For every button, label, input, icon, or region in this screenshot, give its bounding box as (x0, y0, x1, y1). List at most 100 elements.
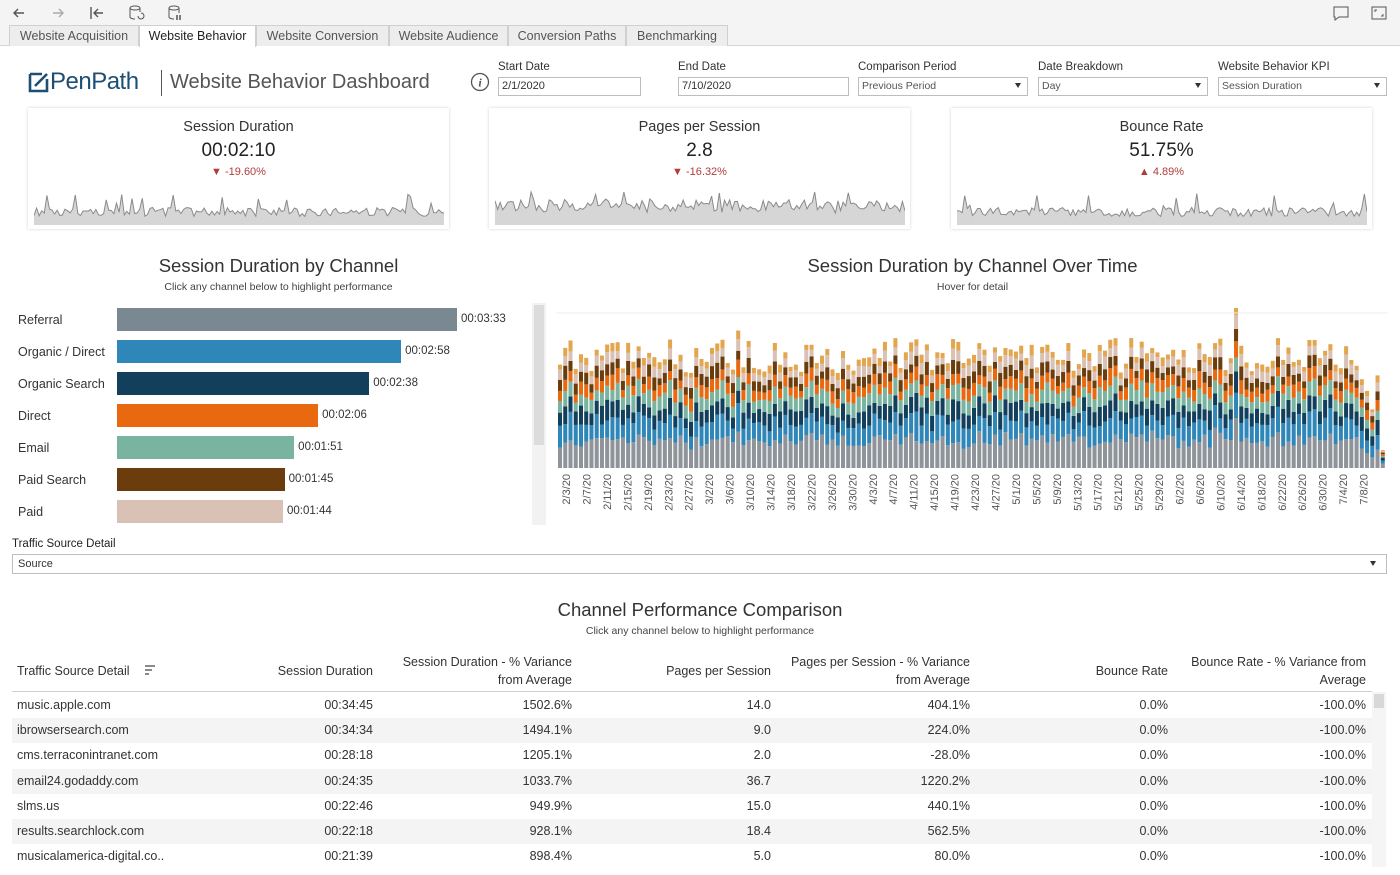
table-row[interactable]: email24.godaddy.com 00:24:35 1033.7% 36.7 12… (12, 768, 1372, 794)
time-bar[interactable] (1328, 344, 1333, 468)
time-bar[interactable] (814, 362, 819, 468)
time-bar[interactable] (568, 340, 573, 469)
time-bar[interactable] (856, 359, 861, 468)
time-bar[interactable] (704, 361, 709, 468)
time-bar[interactable] (972, 354, 977, 468)
time-bar[interactable] (1103, 350, 1108, 468)
time-bar[interactable] (1076, 364, 1081, 468)
time-bar[interactable] (683, 372, 688, 468)
time-bar[interactable] (1349, 360, 1354, 468)
bar-label[interactable]: Referral (18, 313, 63, 327)
time-bar[interactable] (1139, 341, 1144, 468)
time-bar[interactable] (1333, 364, 1338, 468)
time-bar[interactable] (584, 357, 589, 468)
time-bar[interactable] (1370, 409, 1375, 468)
time-bar[interactable] (903, 352, 908, 468)
time-bar[interactable] (1344, 346, 1349, 468)
time-bar[interactable] (1082, 349, 1087, 468)
time-bar[interactable] (1123, 363, 1129, 468)
table-row[interactable]: musicalamerica-digital.co.. 00:21:39 898.4… (12, 844, 1372, 869)
pause-updates-icon[interactable] (165, 3, 185, 23)
time-bar[interactable] (992, 347, 997, 468)
time-bar[interactable] (1181, 349, 1186, 468)
time-bar[interactable] (909, 342, 914, 468)
time-bar[interactable] (1296, 359, 1301, 468)
time-bar[interactable] (772, 342, 777, 468)
bar-paid[interactable] (117, 500, 283, 523)
time-bar[interactable] (741, 367, 746, 468)
time-bar[interactable] (1118, 372, 1123, 468)
time-bar[interactable] (966, 358, 971, 468)
time-bar[interactable] (1097, 344, 1102, 468)
time-bar[interactable] (930, 369, 935, 468)
col-header-session-duration[interactable]: Session Duration (277, 664, 373, 678)
info-icon[interactable]: i (470, 72, 490, 92)
time-bar[interactable] (751, 367, 756, 468)
time-bar[interactable] (736, 330, 741, 468)
time-bar[interactable] (1087, 353, 1092, 468)
time-bar[interactable] (1213, 343, 1218, 468)
table-row[interactable]: music.apple.com 00:34:45 1502.6% 14.0 404.1%… (12, 693, 1372, 718)
time-bar[interactable] (767, 365, 772, 468)
bar-direct[interactable] (117, 404, 319, 427)
time-bar[interactable] (783, 352, 788, 468)
time-bar[interactable] (1218, 338, 1223, 468)
time-bar[interactable] (924, 344, 929, 468)
time-bar[interactable] (998, 356, 1003, 468)
time-bar[interactable] (757, 369, 762, 468)
time-bar[interactable] (1066, 343, 1071, 468)
bar-label[interactable]: Direct (18, 409, 51, 423)
time-bar[interactable] (882, 341, 887, 468)
end-date-input[interactable]: 7/10/2020 (678, 77, 849, 96)
time-bar[interactable] (615, 342, 620, 468)
time-bar[interactable] (1160, 357, 1165, 468)
time-bar[interactable] (578, 354, 583, 468)
kpi-select[interactable]: Session Duration (1218, 77, 1387, 96)
time-bar[interactable] (778, 364, 783, 468)
tab-website-acquisition[interactable]: Website Acquisition (9, 25, 139, 46)
table-scrollbar[interactable] (1372, 692, 1386, 867)
time-bar[interactable] (1034, 367, 1039, 468)
time-bar[interactable] (631, 361, 636, 468)
tab-conversion-paths[interactable]: Conversion Paths (508, 25, 626, 46)
time-bar[interactable] (605, 344, 610, 468)
time-bar[interactable] (898, 367, 903, 468)
tab-website-conversion[interactable]: Website Conversion (256, 25, 389, 46)
time-bar[interactable] (720, 339, 725, 468)
time-bar[interactable] (830, 369, 835, 468)
time-bar[interactable] (1108, 339, 1113, 468)
time-bar[interactable] (799, 371, 804, 468)
bar-referral[interactable] (117, 308, 457, 331)
time-bar[interactable] (1008, 349, 1013, 468)
time-bar[interactable] (804, 344, 809, 468)
kpi-card-session-duration[interactable]: Session Duration 00:02:10 ▼ -19.60% (28, 108, 449, 229)
time-bar[interactable] (893, 338, 898, 468)
time-bar[interactable] (1202, 354, 1207, 468)
time-bar[interactable] (1197, 343, 1202, 468)
time-bar[interactable] (762, 371, 767, 468)
time-bar[interactable] (951, 339, 956, 468)
time-bar[interactable] (1055, 359, 1060, 468)
scrollbar-thumb[interactable] (1374, 694, 1384, 708)
time-bar[interactable] (820, 355, 825, 468)
time-bar[interactable] (861, 358, 866, 468)
col-header-sd-variance[interactable]: Session Duration - % Variance from Avera… (382, 653, 572, 689)
time-bar[interactable] (1071, 370, 1076, 468)
time-bar[interactable] (1176, 359, 1181, 469)
time-bar[interactable] (1307, 340, 1312, 468)
time-bar[interactable] (835, 372, 840, 468)
time-bar[interactable] (673, 364, 678, 468)
time-bar[interactable] (1323, 350, 1328, 468)
time-bar[interactable] (1207, 357, 1212, 468)
time-bar[interactable] (662, 359, 667, 468)
tab-website-audience[interactable]: Website Audience (389, 25, 508, 46)
time-bar[interactable] (945, 363, 950, 468)
time-bar[interactable] (620, 368, 625, 468)
time-bar[interactable] (1380, 450, 1385, 468)
time-bar[interactable] (1171, 349, 1176, 468)
time-bar[interactable] (1228, 358, 1233, 468)
time-bar[interactable] (867, 357, 872, 468)
kpi-card-pages-per-session[interactable]: Pages per Session 2.8 ▼ -16.32% (489, 108, 910, 229)
time-bar[interactable] (888, 361, 893, 468)
bar-label[interactable]: Organic Search (18, 377, 105, 391)
